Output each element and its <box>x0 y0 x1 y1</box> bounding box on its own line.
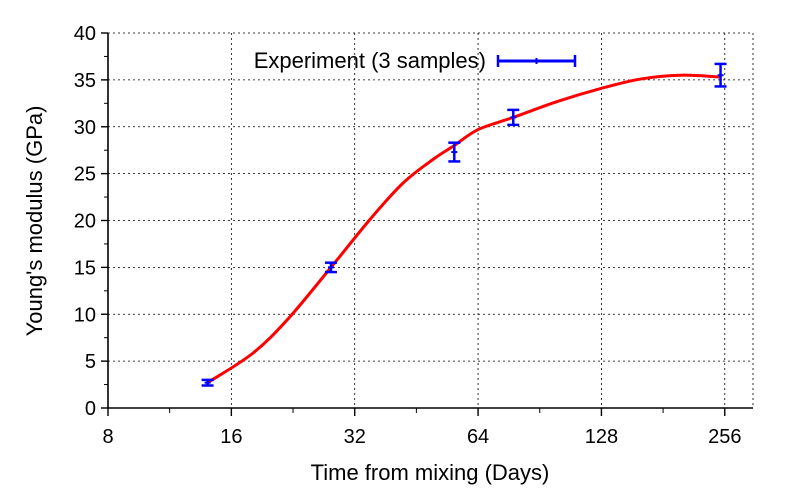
x-axis-label: Time from mixing (Days) <box>311 460 550 485</box>
y-tick-label: 10 <box>74 304 96 326</box>
x-tick-label: 64 <box>467 426 489 448</box>
x-tick-label: 128 <box>585 426 618 448</box>
legend-label: Experiment (3 samples) <box>254 48 486 73</box>
legend: Experiment (3 samples) <box>254 48 577 73</box>
y-tick-label: 40 <box>74 23 96 45</box>
y-axis-ticks: 0 5 10 15 20 25 30 35 40 <box>74 23 108 420</box>
x-axis-ticks: 8 16 32 64 128 256 <box>102 408 741 448</box>
y-tick-label: 30 <box>74 117 96 139</box>
legend-swatch <box>496 55 577 67</box>
y-tick-label: 0 <box>85 398 96 420</box>
x-tick-label: 32 <box>344 426 366 448</box>
y-axis-label: Young's modulus (GPa) <box>22 106 47 337</box>
x-tick-label: 256 <box>708 426 741 448</box>
x-tick-label: 16 <box>220 426 242 448</box>
y-tick-label: 35 <box>74 70 96 92</box>
data-point <box>507 108 520 127</box>
data-point <box>324 261 337 274</box>
y-tick-label: 25 <box>74 164 96 186</box>
data-point <box>448 141 461 163</box>
data-point <box>714 62 727 88</box>
grid <box>108 33 753 408</box>
data-point <box>201 378 214 387</box>
y-tick-label: 15 <box>74 257 96 279</box>
data-points-layer <box>201 62 727 387</box>
y-tick-label: 5 <box>85 351 96 373</box>
y-tick-label: 20 <box>74 211 96 233</box>
fit-curve-layer <box>206 73 721 384</box>
x-tick-label: 8 <box>102 426 113 448</box>
fit-curve <box>206 73 721 384</box>
